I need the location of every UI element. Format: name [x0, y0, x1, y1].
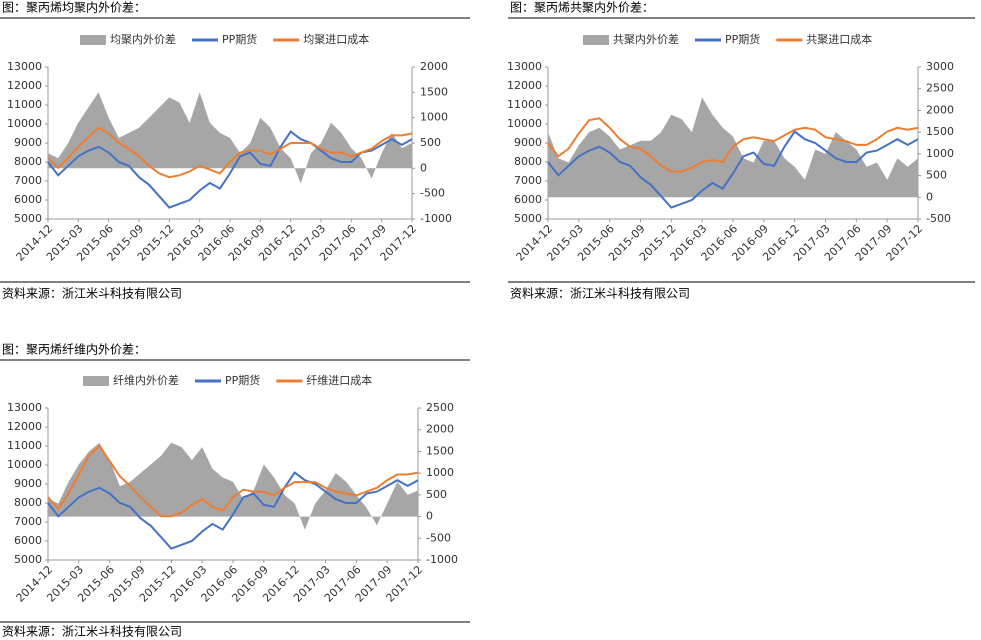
y-tick-label: 8000: [514, 155, 542, 168]
legend-label: 均聚内外价差: [110, 32, 176, 46]
legend-label: 共聚内外价差: [613, 32, 679, 46]
y-tick-label: 12000: [507, 79, 542, 92]
y2-tick-label: -500: [926, 212, 951, 225]
legend-swatch: [83, 376, 109, 386]
y2-tick-label: 500: [426, 488, 447, 501]
series-line: [547, 117, 919, 173]
y-tick-label: 5000: [14, 553, 42, 566]
y-tick-label: 9000: [514, 136, 542, 149]
y-tick-label: 11000: [7, 98, 42, 111]
y2-tick-label: 500: [420, 136, 441, 149]
series-line: [47, 471, 419, 550]
y2-tick-label: 1500: [426, 444, 454, 457]
spread-area: [48, 92, 412, 184]
y2-tick-label: 500: [926, 169, 947, 182]
y-tick-label: 6000: [14, 193, 42, 206]
source-note: 资料来源：浙江米斗科技有限公司: [2, 287, 182, 301]
y-tick-label: 7000: [14, 174, 42, 187]
y-tick-label: 7000: [14, 515, 42, 528]
spread-area: [48, 442, 418, 530]
y-tick-label: 9000: [14, 136, 42, 149]
y-tick-label: 11000: [507, 98, 542, 111]
legend-swatch: [80, 35, 106, 45]
y-tick-label: 13000: [7, 60, 42, 73]
y-tick-label: 5000: [514, 212, 542, 225]
y-tick-label: 7000: [514, 174, 542, 187]
y2-tick-label: 0: [926, 190, 933, 203]
y2-tick-label: 2500: [426, 401, 454, 414]
legend-label: 纤维内外价差: [113, 373, 179, 387]
legend-label: 纤维进口成本: [306, 373, 372, 387]
chart-title: 图：聚丙烯纤维内外价差：: [2, 343, 146, 357]
y-tick-label: 13000: [7, 401, 42, 414]
y2-tick-label: 2000: [926, 103, 954, 116]
y2-tick-label: -500: [426, 531, 451, 544]
series-line: [47, 130, 413, 209]
y2-tick-label: 1500: [420, 85, 448, 98]
source-note: 资料来源：浙江米斗科技有限公司: [510, 287, 690, 301]
y2-tick-label: 2000: [420, 60, 448, 73]
y-tick-label: 10000: [507, 117, 542, 130]
series-line: [547, 130, 919, 209]
legend-label: PP期货: [225, 373, 260, 387]
y-tick-label: 9000: [14, 477, 42, 490]
series-line: [47, 126, 413, 179]
y2-tick-label: -1000: [426, 553, 458, 566]
legend-label: 共聚进口成本: [806, 32, 872, 46]
y-tick-label: 5000: [14, 212, 42, 225]
y-tick-label: 6000: [514, 193, 542, 206]
y2-tick-label: 1000: [926, 147, 954, 160]
chart-title: 图：聚丙烯均聚内外价差：: [2, 1, 146, 15]
series-line: [47, 444, 419, 518]
y-tick-label: 11000: [7, 439, 42, 452]
legend-swatch: [583, 35, 609, 45]
y-tick-label: 12000: [7, 79, 42, 92]
y-tick-label: 10000: [7, 458, 42, 471]
legend-label: PP期货: [725, 32, 760, 46]
y2-tick-label: 1000: [426, 466, 454, 479]
y2-tick-label: 2000: [426, 423, 454, 436]
y2-tick-label: 0: [426, 510, 433, 523]
y2-tick-label: -1000: [420, 212, 452, 225]
y2-tick-label: 1500: [926, 125, 954, 138]
source-note: 资料来源：浙江米斗科技有限公司: [2, 625, 182, 639]
y-tick-label: 8000: [14, 155, 42, 168]
y-tick-label: 10000: [7, 117, 42, 130]
y2-tick-label: 2500: [926, 82, 954, 95]
legend-label: PP期货: [222, 32, 257, 46]
y2-tick-label: 0: [420, 161, 427, 174]
chart-title: 图：聚丙烯共聚内外价差：: [510, 1, 654, 15]
y-tick-label: 12000: [7, 420, 42, 433]
y2-tick-label: 1000: [420, 111, 448, 124]
y2-tick-label: 3000: [926, 60, 954, 73]
y2-tick-label: -500: [420, 187, 445, 200]
y-tick-label: 6000: [14, 534, 42, 547]
y-tick-label: 8000: [14, 496, 42, 509]
legend-label: 均聚进口成本: [303, 32, 369, 46]
y-tick-label: 13000: [507, 60, 542, 73]
